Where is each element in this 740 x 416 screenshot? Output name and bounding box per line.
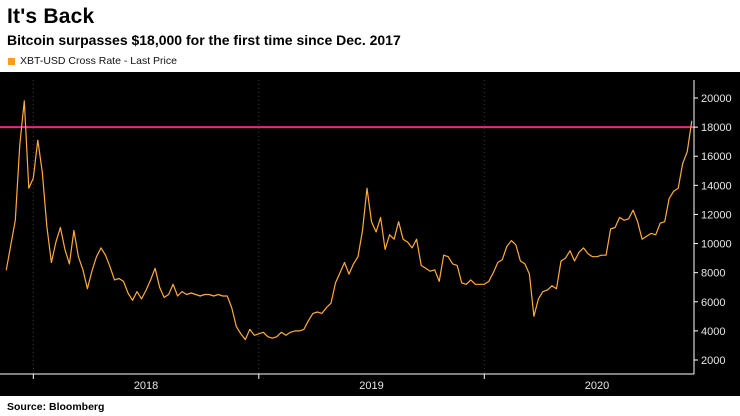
chart-header: It's Back Bitcoin surpasses $18,000 for … — [0, 0, 740, 67]
legend-label: XBT-USD Cross Rate - Last Price — [20, 55, 177, 67]
y-axis-label: 8000 — [701, 268, 725, 280]
y-axis-label: 18000 — [701, 122, 732, 134]
y-axis-label: 4000 — [701, 326, 725, 338]
legend-swatch-icon — [8, 57, 15, 65]
y-axis-label: 6000 — [701, 297, 725, 309]
x-axis-label: 2018 — [134, 380, 158, 392]
y-axis-label: 12000 — [701, 209, 732, 221]
chart-subtitle: Bitcoin surpasses $18,000 for the first … — [7, 32, 401, 48]
chart-area: 20000 18000 16000 14000 12000 10000 8000 6000 40… — [0, 72, 740, 396]
y-axis-label: 20000 — [701, 93, 732, 105]
page-title: It's Back — [7, 5, 95, 28]
price-chart-svg: 20000 18000 16000 14000 12000 10000 8000 6000 40… — [0, 80, 732, 392]
chart-footer: Source: Bloomberg — [0, 396, 740, 413]
y-axis-label: 16000 — [701, 151, 732, 163]
x-axis-label: 2020 — [585, 380, 609, 392]
x-axis-label: 2019 — [359, 380, 383, 392]
y-axis-label: 2000 — [701, 355, 725, 367]
y-axis-label: 14000 — [701, 180, 732, 192]
source-label: Source: Bloomberg — [7, 401, 105, 413]
price-line — [5, 100, 693, 341]
y-axis-label: 10000 — [701, 239, 732, 251]
chart-legend: XBT-USD Cross Rate - Last Price — [8, 55, 732, 67]
